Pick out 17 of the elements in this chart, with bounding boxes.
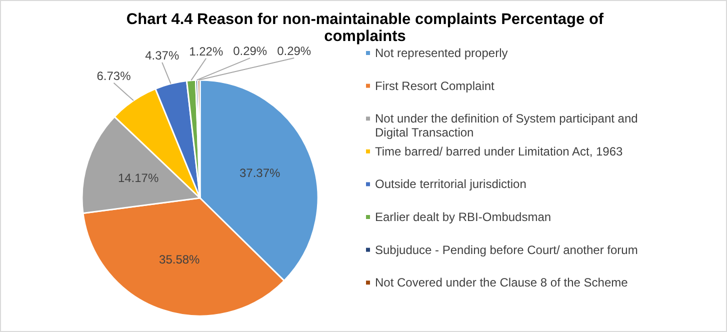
legend-label: Not represented properly xyxy=(375,46,508,60)
data-label: 4.37% xyxy=(145,48,180,62)
data-label: 35.58% xyxy=(159,252,200,267)
legend-label: First Resort Complaint xyxy=(375,78,496,93)
data-label: 37.37% xyxy=(240,166,281,180)
data-label: 0.29% xyxy=(277,44,312,58)
data-label: 14.17% xyxy=(118,170,159,185)
legend-label: Not under the definition of System participant and Digital Transaction xyxy=(375,112,638,140)
data-label: 6.73% xyxy=(96,68,132,83)
data-label: 1.22% xyxy=(189,44,224,58)
legend-label: Subjuduce - Pending before Court/ another forum xyxy=(375,242,638,257)
legend-label: Earlier dealt by RBI-Ombudsman xyxy=(375,210,552,224)
data-label: 0.29% xyxy=(233,44,268,58)
chart-title: Chart 4.4 Reason for non-maintainable complaints Percentage of complaints xyxy=(126,11,604,45)
legend-label: Outside territorial jurisdiction xyxy=(375,177,526,192)
legend-label: Time barred/ barred under Limitation Act, 1963 xyxy=(375,144,624,158)
legend-label: Not Covered under the Clause 8 of the Scheme xyxy=(375,276,628,290)
